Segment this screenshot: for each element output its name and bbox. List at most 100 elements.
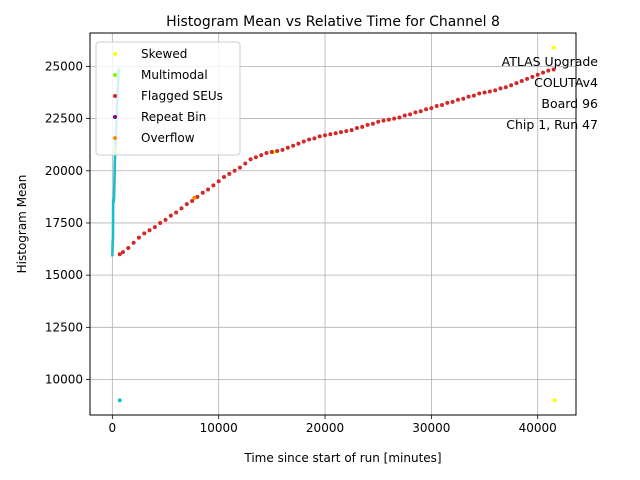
data-point — [253, 155, 258, 160]
data-point — [168, 213, 173, 218]
data-point — [477, 91, 482, 96]
data-point — [349, 128, 354, 133]
data-point — [552, 398, 557, 403]
data-point — [216, 179, 221, 184]
x-tick-label: 10000 — [200, 421, 238, 435]
x-tick-label: 20000 — [306, 421, 344, 435]
data-point — [546, 68, 551, 73]
x-tick-label: 40000 — [519, 421, 557, 435]
data-point — [117, 398, 122, 403]
data-point — [312, 136, 317, 141]
data-point — [211, 183, 216, 188]
legend-box — [95, 41, 241, 156]
y-axis: 10000 12500 15000 17500 20000 22500 25000 — [45, 59, 90, 387]
data-point — [418, 109, 423, 114]
data-point — [328, 132, 333, 137]
legend-label: Multimodal — [141, 68, 208, 82]
data-point — [192, 195, 197, 200]
data-point — [360, 124, 365, 129]
annotation: ATLAS Upgrade COLUTAv4 Board 96 Chip 1, Run… — [502, 54, 599, 132]
data-point — [248, 157, 253, 162]
data-point — [200, 190, 205, 195]
y-tick-label: 17500 — [45, 216, 83, 230]
data-point — [365, 122, 370, 127]
y-tick-label: 20000 — [45, 164, 83, 178]
legend-label: Flagged SEUs — [141, 89, 223, 103]
data-point — [243, 161, 248, 166]
data-point — [152, 225, 157, 230]
data-point — [333, 131, 338, 136]
data-point — [163, 217, 168, 222]
data-point — [344, 129, 349, 134]
data-point — [434, 104, 439, 109]
data-point — [408, 112, 413, 117]
data-point — [440, 103, 444, 108]
y-tick-label: 12500 — [45, 320, 83, 334]
legend-marker — [113, 115, 117, 119]
data-point — [487, 89, 492, 94]
data-point — [301, 139, 306, 144]
data-point — [530, 74, 535, 79]
data-point — [509, 83, 514, 88]
data-point — [136, 235, 141, 240]
data-point — [482, 90, 487, 95]
data-point — [195, 194, 200, 199]
data-point — [551, 45, 556, 50]
data-point — [232, 168, 237, 173]
data-point — [227, 171, 232, 176]
data-point — [280, 147, 285, 152]
data-point — [206, 187, 211, 192]
data-point — [131, 240, 136, 245]
data-point — [445, 100, 450, 105]
data-point — [147, 228, 152, 233]
x-axis: 0 10000 20000 30000 40000 — [109, 415, 557, 435]
data-point — [117, 252, 122, 257]
data-point — [535, 72, 540, 77]
data-point — [126, 246, 131, 251]
data-point — [190, 199, 195, 204]
y-tick-label: 25000 — [45, 59, 83, 73]
annotation-line: COLUTAv4 — [534, 75, 598, 90]
y-tick-label: 10000 — [45, 373, 83, 387]
data-point — [158, 220, 163, 225]
x-tick-label: 0 — [109, 421, 117, 435]
data-point — [413, 110, 418, 115]
data-point — [275, 148, 280, 153]
legend-marker — [113, 136, 117, 140]
data-point — [142, 231, 147, 236]
data-point — [541, 70, 546, 75]
data-point — [307, 137, 312, 142]
x-tick-label: 30000 — [412, 421, 450, 435]
chart-title: Histogram Mean vs Relative Time for Chan… — [166, 14, 500, 30]
y-tick-label: 15000 — [45, 268, 83, 282]
data-point — [498, 86, 503, 91]
data-point — [455, 97, 460, 102]
annotation-line: Board 96 — [541, 96, 598, 111]
data-point — [269, 149, 274, 154]
legend-label: Skewed — [141, 47, 187, 61]
data-point — [338, 130, 343, 135]
legend-label: Repeat Bin — [141, 110, 206, 124]
data-point — [296, 141, 301, 146]
annotation-line: ATLAS Upgrade — [502, 54, 599, 69]
data-point — [323, 133, 328, 138]
data-point — [381, 118, 386, 123]
data-point — [291, 143, 296, 148]
legend-marker — [113, 73, 117, 77]
data-point — [259, 153, 264, 158]
data-point — [120, 250, 125, 255]
data-point — [450, 99, 455, 104]
legend-marker — [113, 94, 117, 98]
data-point — [285, 145, 290, 150]
legend-marker — [113, 52, 117, 56]
data-point — [392, 116, 397, 121]
data-point — [354, 125, 359, 130]
data-point — [466, 94, 471, 99]
data-point — [429, 106, 434, 111]
data-point — [525, 76, 530, 81]
data-point — [503, 85, 508, 90]
data-point — [376, 119, 381, 124]
data-point — [317, 134, 322, 139]
data-point — [386, 117, 391, 122]
